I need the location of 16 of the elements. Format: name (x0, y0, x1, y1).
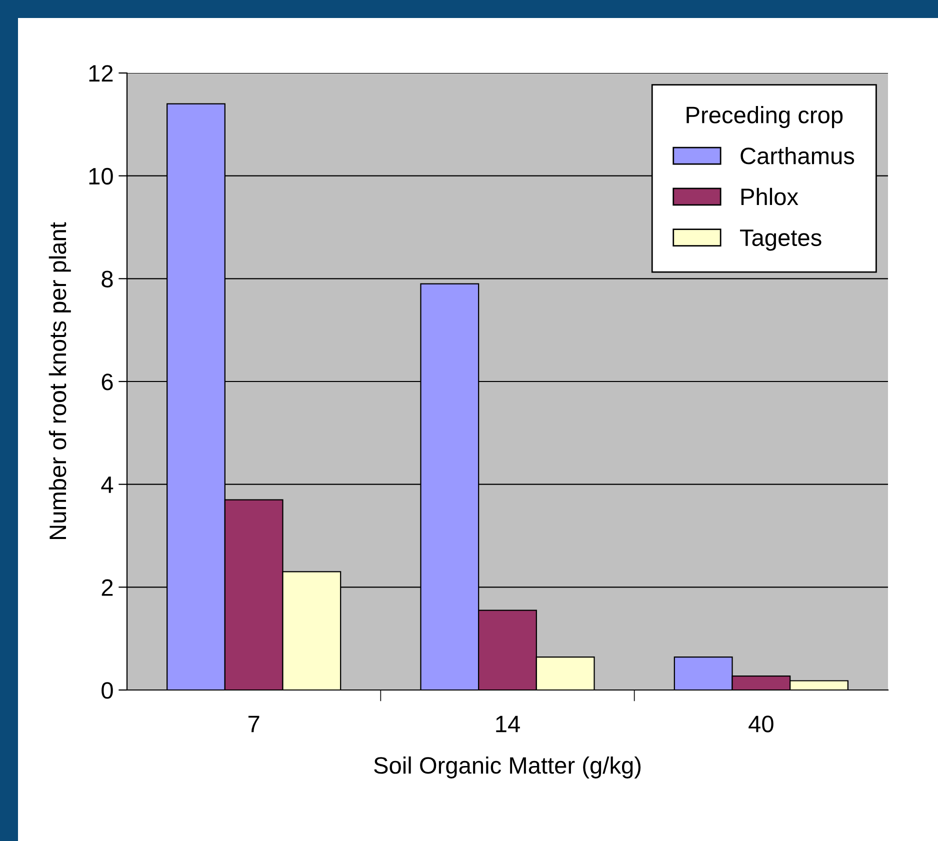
y-axis-title: Number of root knots per plant (48, 222, 71, 540)
y-tick-label: 0 (102, 682, 113, 699)
x-axis-title: Soil Organic Matter (g/kg) (374, 756, 641, 778)
y-tick-label: 8 (102, 270, 113, 288)
y-tick-label: 6 (102, 374, 113, 390)
x-tick-label: 40 (748, 716, 774, 732)
y-tick-label: 2 (102, 579, 113, 596)
y-tick-label: 10 (89, 168, 113, 185)
legend-title: Preceding crop (686, 106, 843, 128)
x-tick-label: 14 (496, 716, 520, 732)
y-tick-label: 4 (101, 476, 114, 493)
x-tick-label: 7 (248, 716, 260, 732)
legend-label: Carthamus (740, 146, 854, 164)
legend-label: Tagetes (740, 230, 822, 251)
y-tick-label: 12 (89, 65, 113, 82)
legend-label: Phlox (741, 188, 798, 206)
